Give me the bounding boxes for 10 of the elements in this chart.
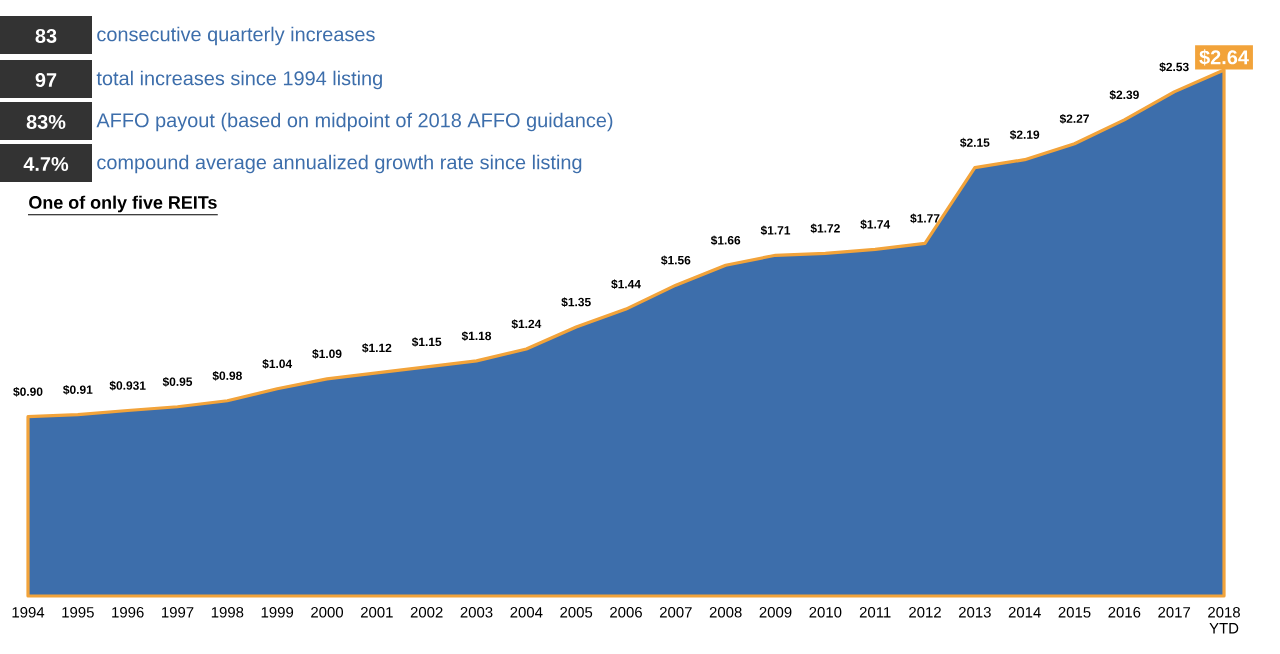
text: 83	[35, 28, 57, 44]
annotation: total increases since 1994 listing	[96, 70, 382, 90]
annotation: 97	[35, 72, 57, 88]
data-label: $2.64	[1199, 49, 1249, 66]
annotation: One of only five REITs	[29, 195, 217, 213]
annotation: compound average annualized growth rate since listing	[97, 154, 582, 174]
annotation: 4.7%	[23, 156, 69, 171]
annotation: AFFO payout (based on midpoint of 2018 AFFO guidance)	[96, 112, 613, 132]
text: consecutive quarterly increases	[97, 26, 375, 46]
annotation: 83%	[26, 114, 66, 130]
